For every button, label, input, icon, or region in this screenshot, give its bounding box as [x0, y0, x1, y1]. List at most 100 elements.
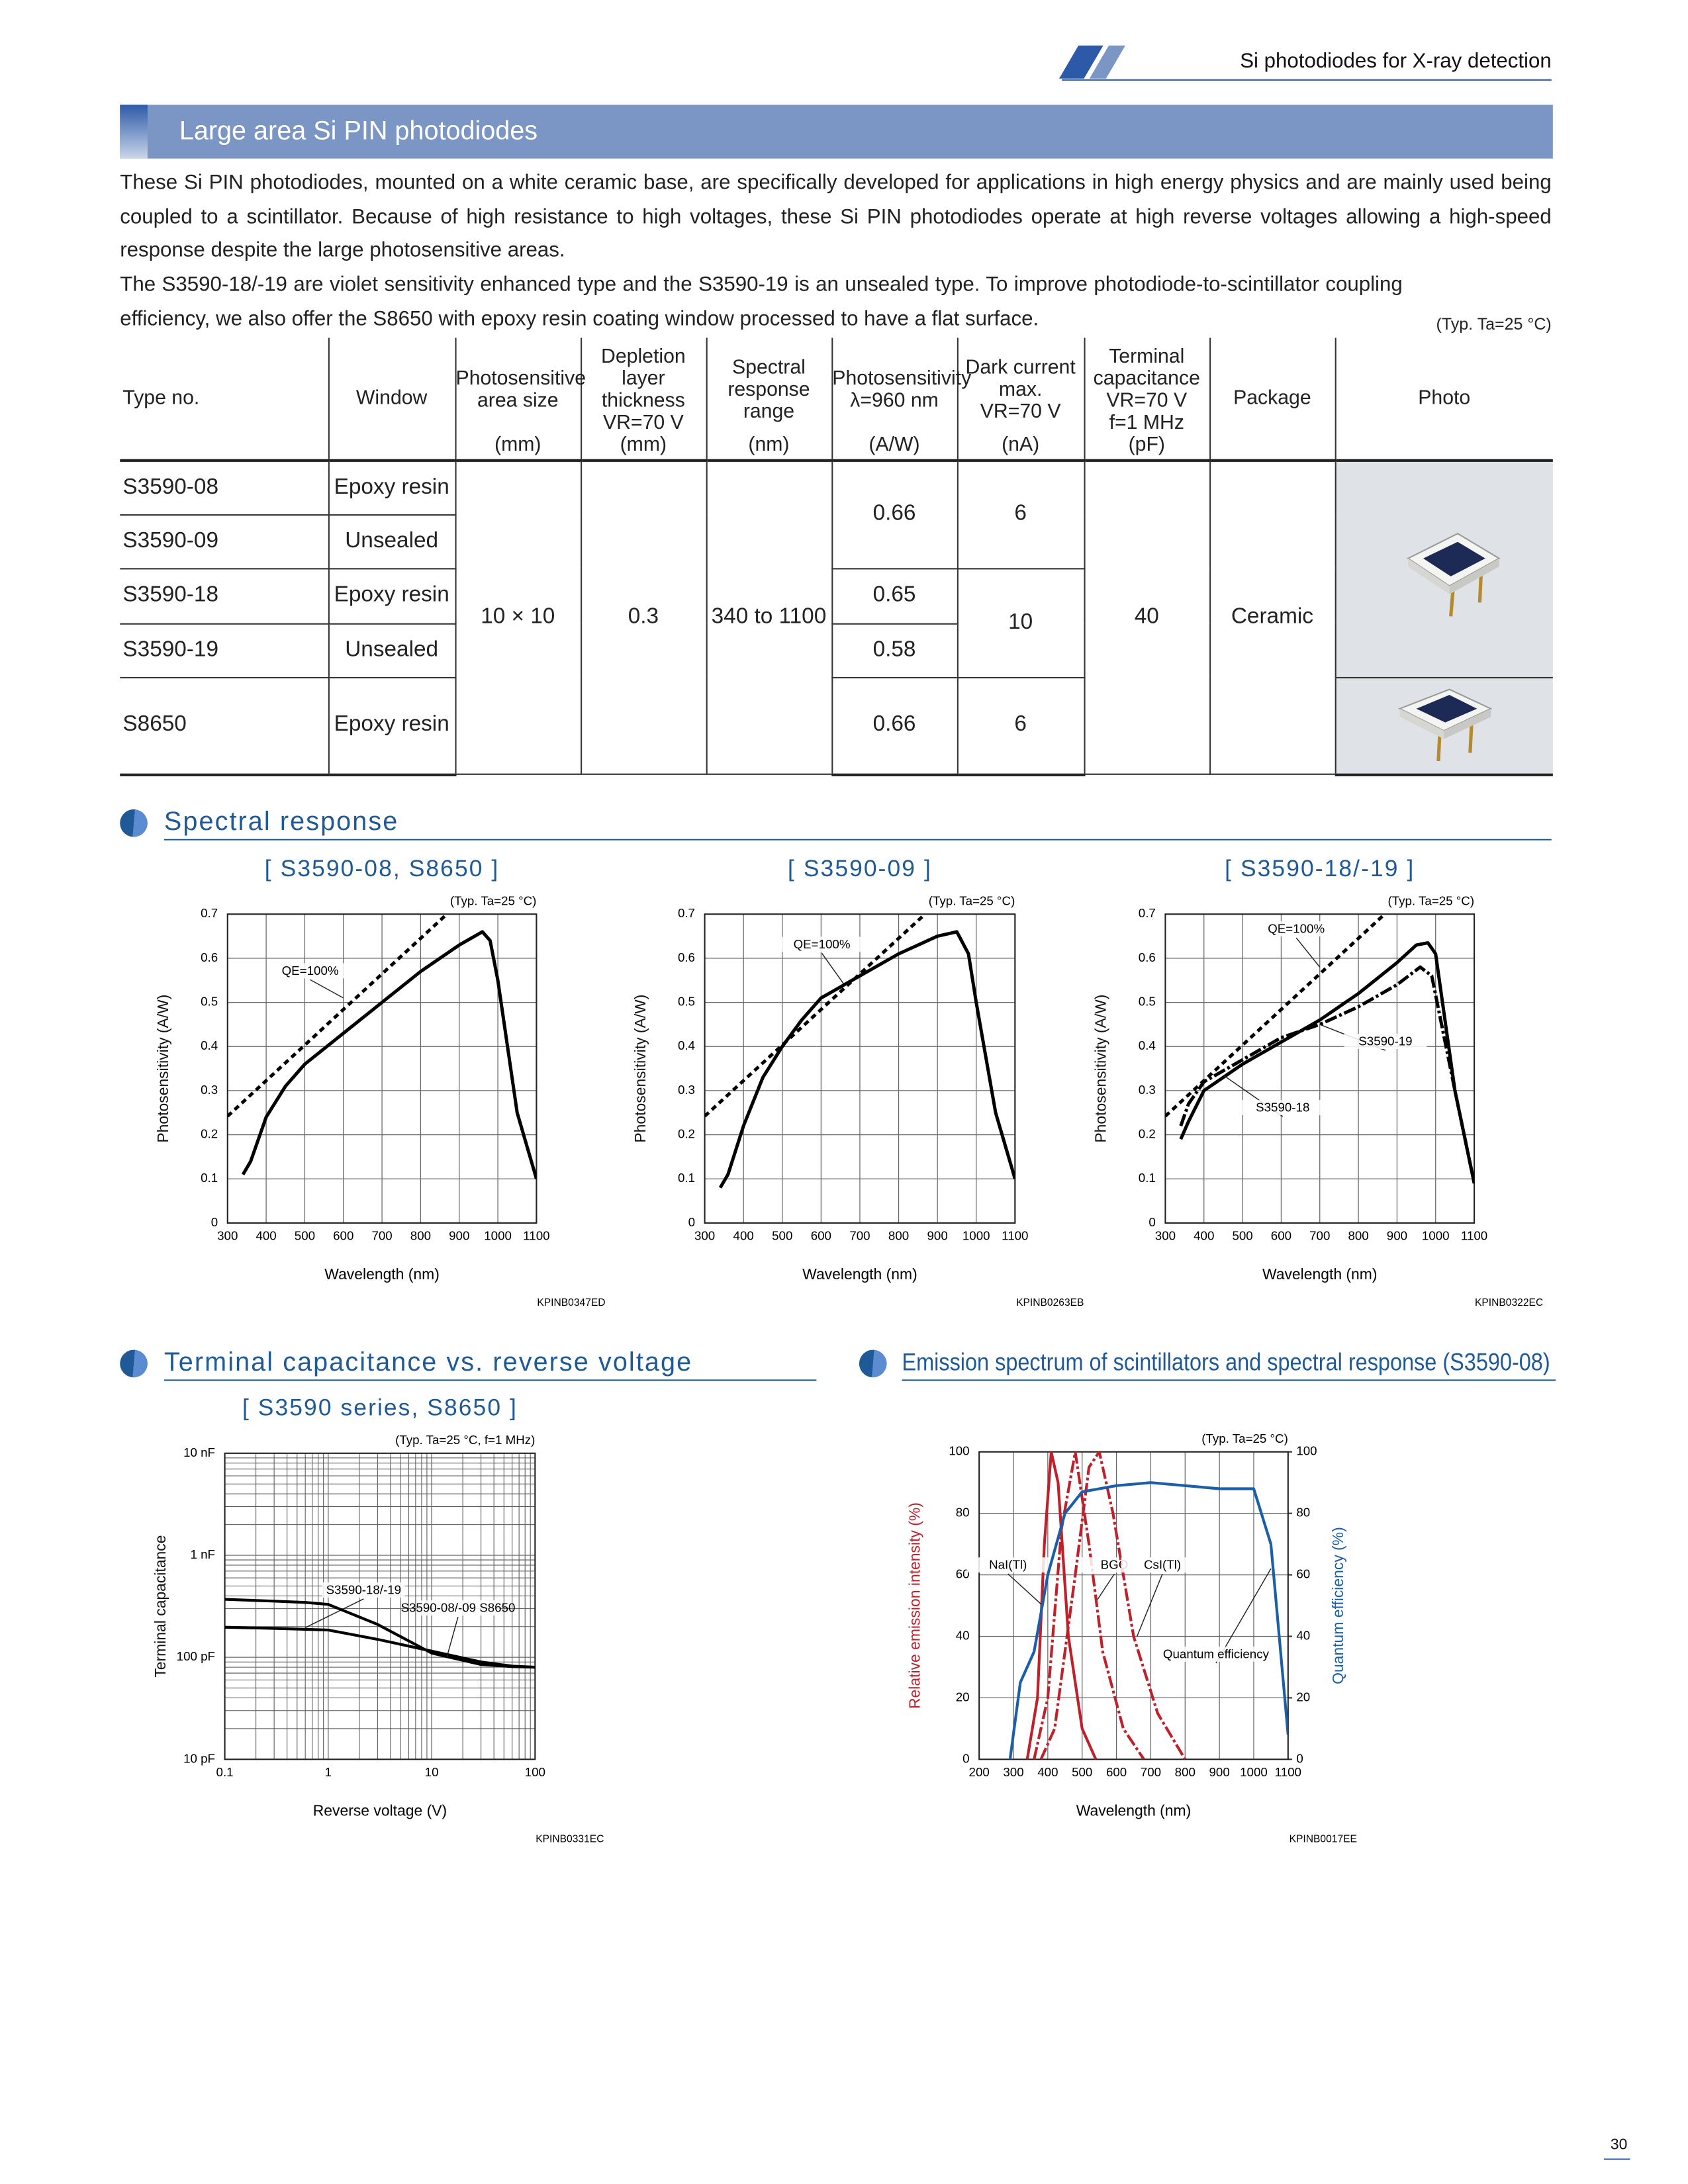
- series-label: Quantum efficiency: [1163, 1647, 1270, 1661]
- photosensitivity: 0.66: [831, 459, 958, 569]
- label-bg: [1254, 921, 1338, 936]
- y-axis-label: Terminal capacitance: [152, 1535, 169, 1677]
- window: Epoxy resin: [327, 459, 456, 516]
- type-no: S3590-09: [120, 514, 329, 569]
- plot-frame: [1164, 913, 1476, 1224]
- y-tick-label: 0: [211, 1215, 218, 1229]
- chart-note: (Typ. Ta=25 °C): [1201, 1432, 1288, 1445]
- y-tick-label: 10 pF: [183, 1751, 215, 1765]
- y-axis-label: Photosensitivity (A/W): [1092, 995, 1109, 1143]
- x-tick-label: 300: [694, 1229, 715, 1243]
- label-bg: [780, 936, 864, 952]
- column-header: Window: [327, 338, 456, 462]
- column-header: Package: [1209, 338, 1336, 462]
- series-line: [1025, 1451, 1098, 1760]
- y-tick-label: 0.7: [1139, 906, 1156, 920]
- x-tick-label: 600: [1271, 1229, 1291, 1243]
- y-tick-label: 0: [1149, 1215, 1155, 1229]
- x-tick-label: 300: [1155, 1229, 1176, 1243]
- leader-line: [310, 979, 344, 999]
- label-bg: [1241, 1100, 1325, 1115]
- y-tick-label: 10 nF: [183, 1445, 215, 1459]
- series-label: NaI(Tl): [989, 1558, 1027, 1572]
- x-tick-label: 1000: [1422, 1229, 1450, 1243]
- header-unit: (mm): [494, 434, 541, 457]
- series-line: [241, 930, 537, 1179]
- y-tick-label: 0.1: [201, 1171, 218, 1185]
- y-tick-label: 0.1: [1139, 1171, 1156, 1185]
- x-axis-label: Wavelength (nm): [1076, 1802, 1192, 1819]
- x-axis-label: Reverse voltage (V): [313, 1802, 447, 1819]
- subsection-title: Spectral response: [164, 807, 399, 836]
- plot-frame: [224, 1452, 536, 1760]
- y-tick-label: 60: [956, 1567, 970, 1581]
- x-tick-label: 10: [425, 1765, 439, 1779]
- label-bg: [269, 963, 352, 979]
- x-axis-label: Wavelength (nm): [1262, 1265, 1378, 1283]
- label-bg: [322, 1582, 405, 1598]
- leader-line: [821, 952, 845, 985]
- photo: [1334, 676, 1553, 776]
- y-tick-label: 80: [956, 1506, 970, 1520]
- y-tick-label: 0.2: [201, 1127, 218, 1141]
- series-line: [704, 914, 927, 1118]
- chart-title: [ S3590 series, S8650 ]: [242, 1394, 518, 1421]
- header-unit: (A/W): [868, 434, 920, 457]
- y2-tick-label: 80: [1296, 1506, 1310, 1520]
- x-tick-label: 1: [325, 1765, 332, 1779]
- column-header: Photosensitive area size (mm): [454, 338, 586, 462]
- x-axis-label: Wavelength (nm): [802, 1265, 917, 1283]
- x-tick-label: 400: [1037, 1765, 1058, 1779]
- y-tick-label: 0: [962, 1751, 969, 1765]
- photosensitivity: 0.58: [831, 622, 957, 678]
- y-tick-label: 0.6: [201, 950, 218, 964]
- x-tick-label: 600: [1106, 1765, 1127, 1779]
- type-no: S8650: [120, 676, 329, 776]
- plot-frame: [226, 913, 538, 1224]
- x-tick-label: 900: [1209, 1765, 1229, 1779]
- y-tick-label: 0.1: [678, 1171, 695, 1185]
- y2-axis-label: Quantum efficiency (%): [1329, 1527, 1346, 1684]
- chart-note: (Typ. Ta=25 °C): [1388, 893, 1475, 907]
- x-tick-label: 1100: [1461, 1229, 1487, 1243]
- y2-tick-label: 60: [1296, 1567, 1310, 1581]
- logo-slash: [1058, 45, 1103, 79]
- chart-title: [ S3590-18/-19 ]: [1225, 855, 1415, 882]
- y-tick-label: 20: [956, 1690, 970, 1704]
- header-condition: VR=70 V: [980, 401, 1061, 424]
- window: Epoxy resin: [327, 567, 456, 624]
- chart-title: [ S3590-09 ]: [788, 855, 932, 882]
- y-tick-label: 0.6: [678, 950, 695, 964]
- table-note: (Typ. Ta=25 °C): [1436, 314, 1552, 334]
- section-mark: [120, 105, 148, 159]
- y-axis-label: Photosensitivity (A/W): [632, 995, 649, 1143]
- series-label: QE=100%: [1268, 922, 1325, 936]
- plot-frame: [704, 913, 1016, 1224]
- x-tick-label: 900: [927, 1229, 948, 1243]
- area-size: 10 × 10: [454, 459, 582, 775]
- series-line: [1179, 965, 1475, 1184]
- section-icon: [120, 1349, 148, 1378]
- x-tick-label: 100: [525, 1765, 545, 1779]
- logo-slash: [1089, 45, 1125, 79]
- x-tick-label: 600: [333, 1229, 353, 1243]
- paragraph: These Si PIN photodiodes, mounted on a w…: [120, 171, 1552, 262]
- x-tick-label: 800: [1175, 1765, 1196, 1779]
- x-tick-label: 1000: [484, 1229, 512, 1243]
- y-axis-label: Relative emission intensity (%): [906, 1502, 923, 1709]
- column-header: Type no.: [120, 338, 329, 462]
- header-unit: (mm): [620, 434, 667, 457]
- header-condition: λ=960 nm: [850, 390, 939, 412]
- photosensitivity: 0.66: [831, 676, 958, 776]
- x-tick-label: 500: [1232, 1229, 1252, 1243]
- header-condition: f=1 MHz: [1109, 412, 1184, 435]
- header-unit: (pF): [1128, 434, 1165, 457]
- y-tick-label: 0.5: [678, 995, 695, 1009]
- section-bar: [120, 105, 1553, 159]
- x-tick-label: 700: [1141, 1765, 1161, 1779]
- y2-tick-label: 20: [1296, 1690, 1310, 1704]
- series-label: S3590-08/-09 S8650: [401, 1601, 516, 1615]
- y-tick-label: 0.5: [201, 995, 218, 1009]
- x-tick-label: 600: [811, 1229, 831, 1243]
